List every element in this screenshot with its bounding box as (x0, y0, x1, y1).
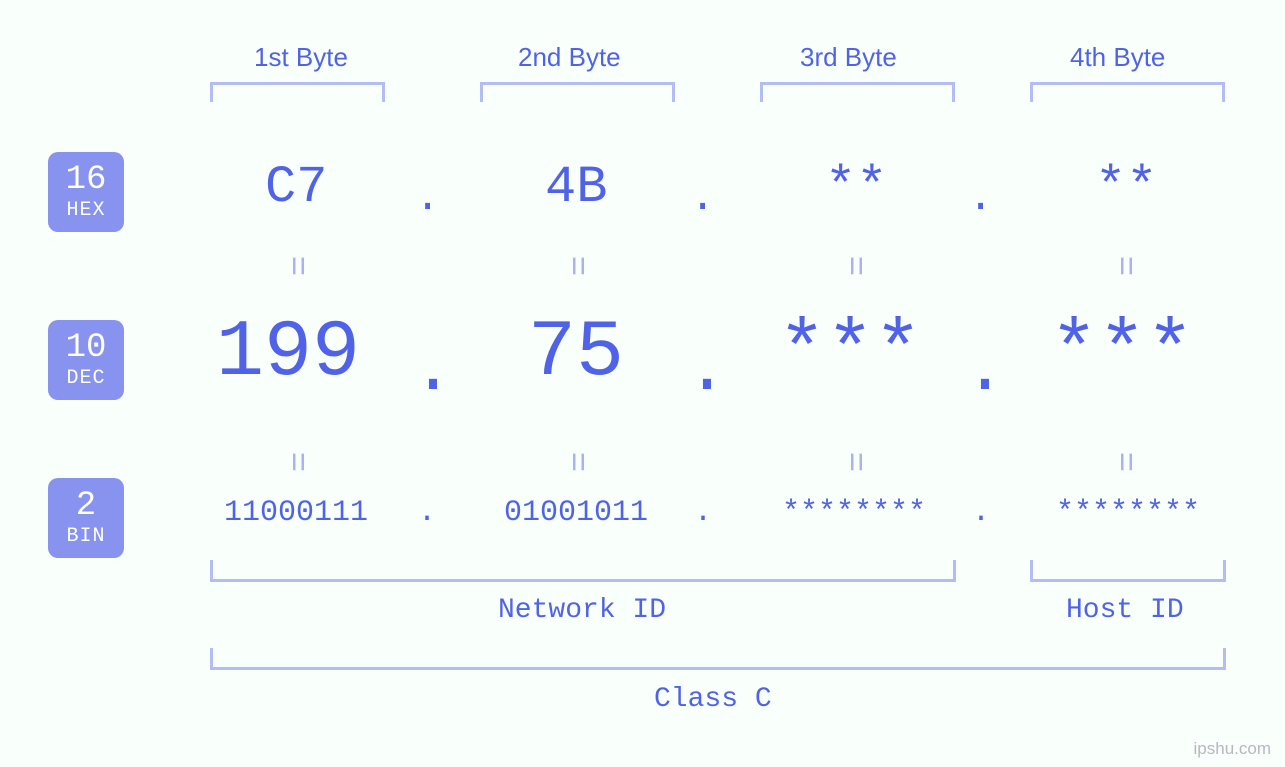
watermark: ipshu.com (1194, 739, 1271, 759)
top-bracket-2 (480, 82, 675, 102)
badge-label: DEC (66, 368, 105, 390)
equals-icon: = (1104, 256, 1142, 270)
base-badge-bin: 2 BIN (48, 478, 124, 558)
base-badge-hex: 16 HEX (48, 152, 124, 232)
equals-icon: = (556, 452, 594, 466)
dot: . (412, 332, 454, 411)
base-badge-dec: 10 DEC (48, 320, 124, 400)
top-bracket-3 (760, 82, 955, 102)
bin-byte-4: ******** (1056, 496, 1200, 530)
dot: . (690, 174, 715, 222)
hex-byte-4: ** (1095, 158, 1157, 217)
equals-icon: = (276, 452, 314, 466)
badge-num: 10 (66, 330, 107, 367)
dot: . (686, 332, 728, 411)
network-id-bracket (210, 560, 956, 582)
dot: . (418, 496, 436, 530)
dot: . (964, 332, 1006, 411)
byte-header-1: 1st Byte (254, 42, 348, 73)
bin-byte-3: ******** (782, 496, 926, 530)
host-id-label: Host ID (1066, 595, 1184, 626)
dot: . (972, 496, 990, 530)
hex-byte-1: C7 (265, 158, 327, 217)
equals-icon: = (276, 256, 314, 270)
byte-header-4: 4th Byte (1070, 42, 1165, 73)
equals-icon: = (1104, 452, 1142, 466)
equals-icon: = (834, 452, 872, 466)
hex-byte-3: ** (825, 158, 887, 217)
byte-header-3: 3rd Byte (800, 42, 897, 73)
byte-header-2: 2nd Byte (518, 42, 621, 73)
dot: . (415, 174, 440, 222)
dec-byte-2: 75 (528, 308, 624, 399)
badge-num: 16 (66, 162, 107, 199)
equals-icon: = (834, 256, 872, 270)
class-label: Class C (654, 684, 772, 715)
top-bracket-1 (210, 82, 385, 102)
badge-label: HEX (66, 200, 105, 222)
dot: . (694, 496, 712, 530)
dec-byte-1: 199 (216, 308, 360, 399)
equals-icon: = (556, 256, 594, 270)
hex-byte-2: 4B (545, 158, 607, 217)
dec-byte-3: *** (778, 308, 922, 399)
dot: . (968, 174, 993, 222)
network-id-label: Network ID (498, 595, 666, 626)
host-id-bracket (1030, 560, 1226, 582)
dec-byte-4: *** (1050, 308, 1194, 399)
bin-byte-2: 01001011 (504, 496, 648, 530)
bin-byte-1: 11000111 (224, 496, 368, 530)
badge-num: 2 (76, 488, 96, 525)
badge-label: BIN (66, 526, 105, 548)
class-bracket (210, 648, 1226, 670)
top-bracket-4 (1030, 82, 1225, 102)
